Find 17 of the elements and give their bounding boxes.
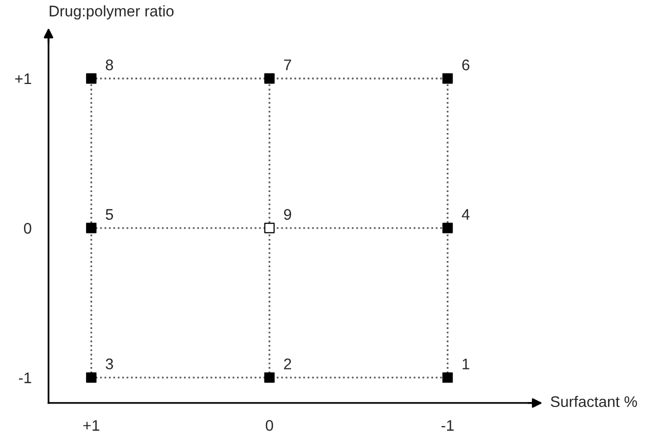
- x-axis-title: Surfactant %: [550, 396, 638, 408]
- annotation: 8: [106, 60, 114, 70]
- x-tick-label: +1: [83, 420, 100, 431]
- annotation: 3: [106, 358, 113, 370]
- annotation: 5: [106, 209, 114, 220]
- y-tick-label: 0: [24, 222, 32, 234]
- annotation: 2: [284, 358, 292, 370]
- annotation: 4: [462, 209, 470, 220]
- y-tick-label: +1: [15, 74, 32, 84]
- y-axis-title: Drug:polymer ratio: [50, 5, 174, 20]
- annotation: 1: [462, 358, 470, 370]
- annotation: 9: [284, 209, 292, 220]
- annotation: 7: [284, 60, 292, 70]
- y-tick-label: -1: [18, 372, 32, 384]
- x-tick-label: -1: [441, 420, 454, 431]
- x-tick-label: 0: [266, 420, 274, 431]
- annotation: 6: [462, 60, 470, 70]
